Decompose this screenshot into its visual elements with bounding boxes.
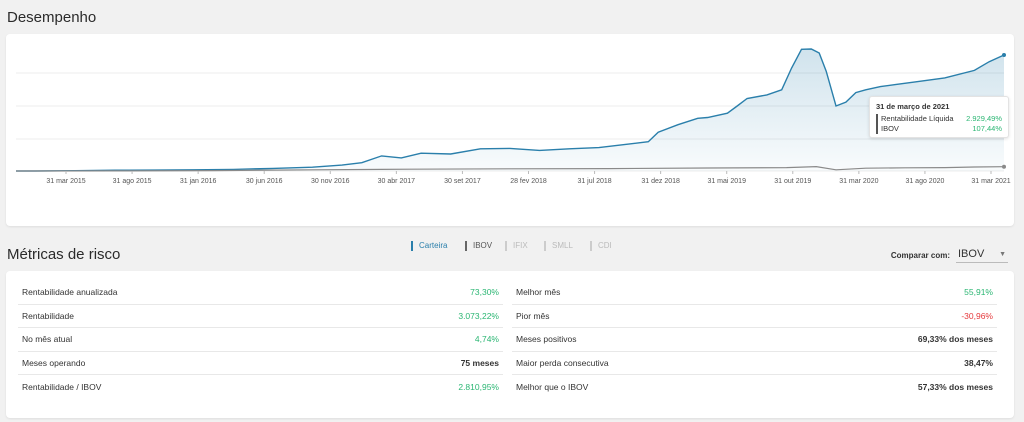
metric-value: 73,30% — [470, 287, 499, 298]
compare-control: Comparar com: IBOV ▼ — [891, 248, 1008, 263]
x-tick-label: 31 jan 2016 — [180, 178, 217, 185]
metric-label: Meses positivos — [516, 334, 577, 345]
metric-row: Rentabilidade anualizada 73,30% — [18, 281, 503, 305]
x-tick-label: 30 abr 2017 — [378, 178, 415, 185]
metric-value: -30,96% — [961, 310, 993, 321]
metric-label: Maior perda consecutiva — [516, 357, 609, 368]
metric-row: Rentabilidade 3.073,22% — [18, 305, 503, 328]
x-tick-label: 31 ago 2015 — [113, 178, 152, 185]
compare-selected-value: IBOV — [958, 248, 985, 260]
metric-label: Pior mês — [516, 310, 550, 321]
chart-tooltip: 31 de março de 2021 Rentabilidade Líquid… — [869, 96, 1009, 138]
legend-item-cdi[interactable]: CDI — [590, 241, 612, 251]
metrics-column-left: Rentabilidade anualizada 73,30% Rentabili… — [18, 281, 503, 399]
x-tick-label: 31 mar 2015 — [46, 178, 85, 185]
x-tick-label: 31 ago 2020 — [905, 178, 944, 185]
risk-metrics-card: Rentabilidade anualizada 73,30% Rentabili… — [6, 271, 1014, 418]
x-tick-label: 30 nov 2016 — [311, 178, 350, 185]
tooltip-date: 31 de março de 2021 — [876, 102, 950, 111]
metric-value: 55,91% — [964, 287, 993, 298]
performance-chart-card: 31 mar 2015 31 ago 2015 31 jan 2016 30 jun … — [6, 34, 1014, 251]
x-tick-label: 31 mar 2020 — [839, 178, 878, 185]
performance-title: Desempenho — [7, 9, 97, 26]
tooltip-series-value: 107,44% — [972, 124, 1002, 133]
metric-value: 3.073,22% — [458, 310, 499, 321]
legend-item-smll[interactable]: SMLL — [544, 241, 573, 251]
metric-row: No mês atual 4,74% — [18, 328, 503, 352]
metric-row: Maior perda consecutiva 38,47% — [512, 352, 997, 375]
series-line-ibov — [15, 165, 1005, 172]
compare-label: Comparar com: — [890, 251, 950, 260]
metric-label: Rentabilidade — [22, 310, 74, 321]
tooltip-series-value: 2.929,49% — [966, 114, 1002, 123]
metric-label: No mês atual — [22, 334, 73, 345]
metric-row: Rentabilidade / IBOV 2.810,95% — [18, 375, 503, 399]
x-tick-label: 28 fev 2018 — [510, 178, 547, 185]
x-tick-label: 30 set 2017 — [444, 178, 481, 185]
series-end-point-ibov — [1002, 164, 1006, 169]
x-tick-label: 31 mai 2019 — [707, 178, 746, 185]
metric-value: 69,33% dos meses — [917, 334, 993, 345]
legend-item-ifix[interactable]: IFIX — [505, 241, 528, 251]
performance-chart[interactable]: 31 mar 2015 31 ago 2015 31 jan 2016 30 jun … — [6, 34, 1014, 226]
metric-row: Melhor mês 55,91% — [512, 281, 997, 305]
metric-row: Meses positivos 69,33% dos meses — [512, 328, 997, 352]
x-tick-label: 30 jun 2016 — [246, 178, 283, 185]
metric-value: 4,74% — [474, 334, 499, 345]
metric-label: Melhor que o IBOV — [516, 381, 589, 392]
metric-value: 38,47% — [964, 357, 993, 368]
metric-label: Melhor mês — [516, 287, 561, 298]
x-tick-label: 31 dez 2018 — [641, 178, 680, 185]
series-line-carteira — [16, 48, 1005, 172]
metric-value: 75 meses — [460, 357, 499, 368]
compare-select[interactable]: IBOV ▼ — [956, 248, 1008, 263]
x-tick-label: 31 mar 2021 — [971, 178, 1010, 185]
tooltip-series-name: IBOV — [876, 124, 899, 134]
metric-value: 57,33% dos meses — [917, 381, 993, 392]
series-area-carteira — [16, 49, 1004, 171]
x-tick-label: 31 out 2019 — [774, 178, 811, 185]
risk-metrics-title: Métricas de risco — [7, 246, 121, 263]
metric-value: 2.810,95% — [458, 381, 499, 392]
metric-row: Meses operando 75 meses — [18, 352, 503, 375]
chevron-down-icon: ▼ — [999, 250, 1006, 258]
legend-item-carteira[interactable]: Carteira — [411, 241, 447, 251]
metric-label: Rentabilidade anualizada — [22, 287, 118, 298]
metric-label: Meses operando — [22, 357, 86, 368]
metric-row: Melhor que o IBOV 57,33% dos meses — [512, 375, 997, 399]
series-end-point-carteira — [1002, 52, 1006, 57]
legend-item-ibov[interactable]: IBOV — [465, 241, 492, 251]
tooltip-series-name: Rentabilidade Líquida — [876, 114, 954, 124]
chart-legend: Carteira IBOV IFIX SMLL CDI — [6, 241, 1014, 255]
metric-label: Rentabilidade / IBOV — [22, 381, 102, 392]
tooltip-row-carteira: Rentabilidade Líquida 2.929,49% — [876, 114, 1002, 124]
tooltip-row-ibov: IBOV 107,44% — [876, 124, 1002, 134]
metrics-column-right: Melhor mês 55,91% Pior mês -30,96% Meses p… — [512, 281, 997, 399]
x-tick-label: 31 jul 2018 — [577, 178, 611, 185]
metric-row: Pior mês -30,96% — [512, 305, 997, 328]
